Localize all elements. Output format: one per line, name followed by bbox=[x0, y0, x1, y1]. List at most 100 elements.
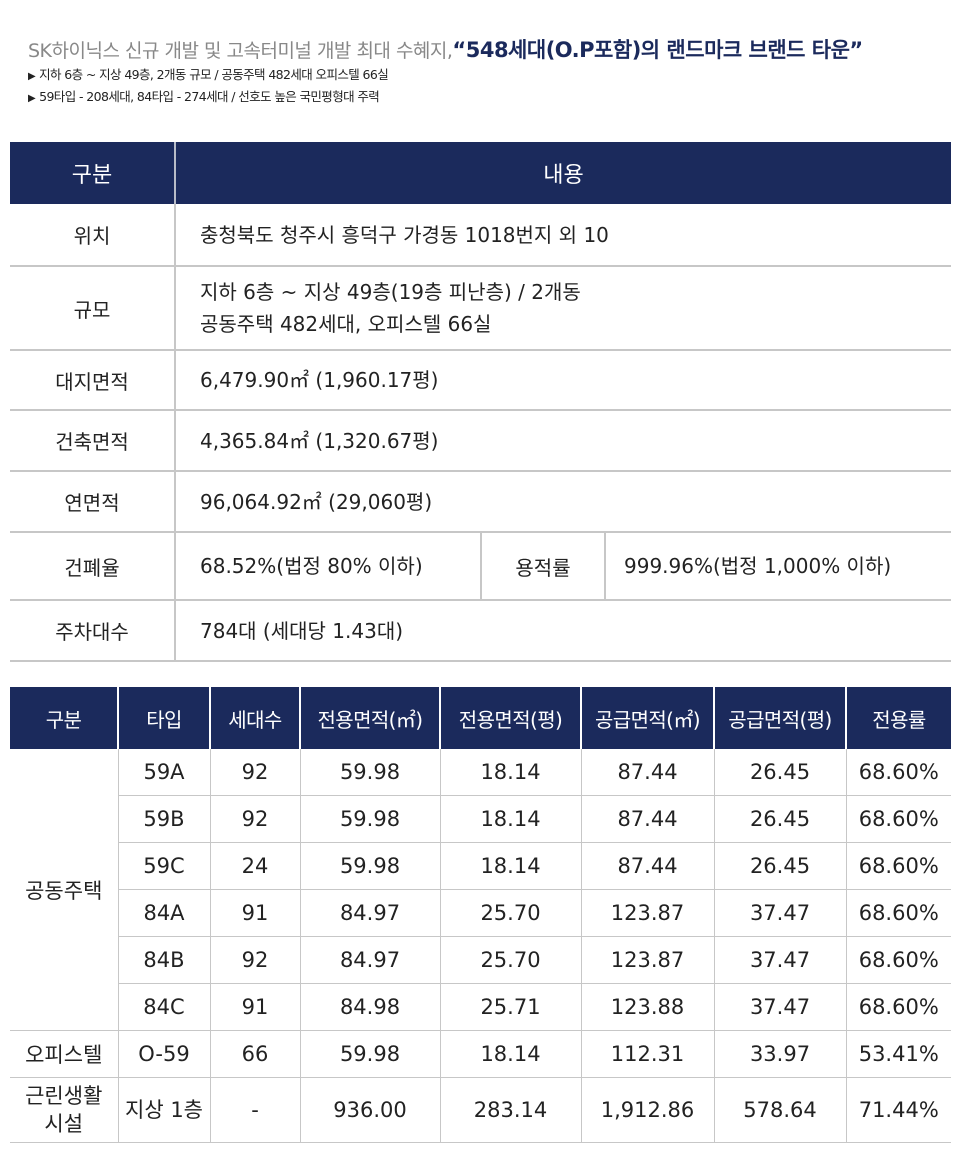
supply-m2-cell: 123.87 bbox=[580, 936, 714, 984]
row-value: 784대 (세대당 1.43대) bbox=[175, 600, 952, 662]
exclusive-pyeong-cell: 25.71 bbox=[439, 983, 581, 1031]
row-value: 4,365.84㎡ (1,320.67평) bbox=[175, 410, 952, 472]
row-label-secondary: 용적률 bbox=[480, 532, 606, 601]
headline-title: “548세대(O.P포함)의 랜드마크 브랜드 타운” bbox=[452, 38, 863, 62]
row-label: 건축면적 bbox=[10, 410, 176, 472]
households-cell: 92 bbox=[209, 749, 300, 796]
ratio-cell: 68.60% bbox=[845, 842, 951, 890]
exclusive-pyeong-cell: 18.14 bbox=[439, 1030, 581, 1078]
type-cell: 84C bbox=[117, 983, 210, 1031]
supply-pyeong-cell: 37.47 bbox=[713, 889, 846, 937]
exclusive-m2-cell: 84.98 bbox=[299, 983, 440, 1031]
exclusive-m2-cell: 59.98 bbox=[299, 749, 440, 796]
overview-row-coverage: 건폐율 68.52%(법정 80% 이하) 용적률 999.96%(법정 1,0… bbox=[10, 532, 952, 601]
ratio-cell: 68.60% bbox=[845, 936, 951, 984]
supply-pyeong-cell: 26.45 bbox=[713, 795, 846, 843]
table-row: 근린생활 시설 지상 1층 - 936.00 283.14 1,912.86 5… bbox=[10, 1077, 951, 1143]
supply-m2-cell: 87.44 bbox=[580, 749, 714, 796]
supply-pyeong-cell: 37.47 bbox=[713, 983, 846, 1031]
type-cell: 84A bbox=[117, 889, 210, 937]
type-cell: 지상 1층 bbox=[117, 1077, 210, 1143]
exclusive-m2-cell: 84.97 bbox=[299, 889, 440, 937]
supply-pyeong-cell: 26.45 bbox=[713, 749, 846, 796]
unit-header-supply-pyeong: 공급면적(평) bbox=[713, 687, 846, 749]
overview-header-row: 구분 내용 bbox=[10, 142, 952, 204]
overview-row-scale: 규모 지하 6층 ~ 지상 49층(19층 피난층) / 2개동 공동주택 48… bbox=[10, 266, 952, 351]
households-cell: 92 bbox=[209, 795, 300, 843]
type-cell: 59C bbox=[117, 842, 210, 890]
row-label: 건폐율 bbox=[10, 532, 176, 601]
households-cell: 24 bbox=[209, 842, 300, 890]
row-value-secondary: 999.96%(법정 1,000% 이하) bbox=[605, 532, 952, 601]
supply-pyeong-cell: 578.64 bbox=[713, 1077, 846, 1143]
table-row: 59B 92 59.98 18.14 87.44 26.45 68.60% bbox=[10, 795, 951, 843]
row-value-line: 지하 6층 ~ 지상 49층(19층 피난층) / 2개동 bbox=[200, 280, 581, 304]
exclusive-pyeong-cell: 25.70 bbox=[439, 889, 581, 937]
unit-header-exclusive-pyeong: 전용면적(평) bbox=[439, 687, 581, 749]
overview-row-building-area: 건축면적 4,365.84㎡ (1,320.67평) bbox=[10, 410, 952, 472]
table-row: 84C 91 84.98 25.71 123.88 37.47 68.60% bbox=[10, 983, 951, 1031]
supply-m2-cell: 123.87 bbox=[580, 889, 714, 937]
exclusive-m2-cell: 84.97 bbox=[299, 936, 440, 984]
triangle-bullet-icon: ▶ bbox=[28, 93, 36, 104]
unit-header-row: 구분 타입 세대수 전용면적(㎡) 전용면적(평) 공급면적(㎡) 공급면적(평… bbox=[10, 687, 951, 749]
exclusive-m2-cell: 59.98 bbox=[299, 1030, 440, 1078]
supply-pyeong-cell: 26.45 bbox=[713, 842, 846, 890]
row-label: 주차대수 bbox=[10, 600, 176, 662]
row-label: 대지면적 bbox=[10, 350, 176, 411]
overview-header-category: 구분 bbox=[10, 142, 176, 204]
row-label: 연면적 bbox=[10, 471, 176, 533]
overview-table: 구분 내용 위치 충청북도 청주시 흥덕구 가경동 1018번지 외 10 규모… bbox=[10, 142, 952, 662]
row-value: 96,064.92㎡ (29,060평) bbox=[175, 471, 952, 533]
ratio-cell: 68.60% bbox=[845, 749, 951, 796]
ratio-cell: 68.60% bbox=[845, 795, 951, 843]
ratio-cell: 68.60% bbox=[845, 983, 951, 1031]
supply-m2-cell: 112.31 bbox=[580, 1030, 714, 1078]
overview-row-site-area: 대지면적 6,479.90㎡ (1,960.17평) bbox=[10, 350, 952, 411]
group-label-retail: 근린생활 시설 bbox=[10, 1077, 118, 1143]
group-label-line: 근린생활 bbox=[25, 1084, 103, 1108]
type-cell: 59B bbox=[117, 795, 210, 843]
supply-pyeong-cell: 33.97 bbox=[713, 1030, 846, 1078]
households-cell: - bbox=[209, 1077, 300, 1143]
page-header: SK하이닉스 신규 개발 및 고속터미널 개발 최대 수혜지,“548세대(O.… bbox=[28, 36, 950, 109]
supply-m2-cell: 87.44 bbox=[580, 795, 714, 843]
overview-row-total-floor-area: 연면적 96,064.92㎡ (29,060평) bbox=[10, 471, 952, 533]
group-label-line: 시설 bbox=[44, 1112, 84, 1136]
exclusive-pyeong-cell: 18.14 bbox=[439, 842, 581, 890]
ratio-cell: 53.41% bbox=[845, 1030, 951, 1078]
supply-m2-cell: 123.88 bbox=[580, 983, 714, 1031]
exclusive-m2-cell: 59.98 bbox=[299, 795, 440, 843]
unit-header-supply-m2: 공급면적(㎡) bbox=[580, 687, 714, 749]
unit-header-type: 타입 bbox=[117, 687, 210, 749]
exclusive-pyeong-cell: 18.14 bbox=[439, 795, 581, 843]
exclusive-pyeong-cell: 283.14 bbox=[439, 1077, 581, 1143]
row-value-line: 공동주택 482세대, 오피스텔 66실 bbox=[200, 312, 492, 336]
exclusive-m2-cell: 936.00 bbox=[299, 1077, 440, 1143]
row-label: 규모 bbox=[10, 266, 176, 351]
exclusive-pyeong-cell: 18.14 bbox=[439, 749, 581, 796]
group-label-apartment: 공동주택 bbox=[10, 749, 118, 1031]
row-label: 위치 bbox=[10, 204, 176, 267]
table-row: 84A 91 84.97 25.70 123.87 37.47 68.60% bbox=[10, 889, 951, 937]
bullet-text: 지하 6층 ~ 지상 49층, 2개동 규모 / 공동주택 482세대 오피스텔… bbox=[39, 67, 389, 82]
bullet-line-1: ▶ 지하 6층 ~ 지상 49층, 2개동 규모 / 공동주택 482세대 오피스… bbox=[28, 65, 950, 87]
households-cell: 92 bbox=[209, 936, 300, 984]
households-cell: 66 bbox=[209, 1030, 300, 1078]
bullet-text: 59타입 - 208세대, 84타입 - 274세대 / 선호도 높은 국민평형… bbox=[39, 89, 380, 104]
row-value: 6,479.90㎡ (1,960.17평) bbox=[175, 350, 952, 411]
supply-pyeong-cell: 37.47 bbox=[713, 936, 846, 984]
unit-header-exclusive-m2: 전용면적(㎡) bbox=[299, 687, 440, 749]
type-cell: 59A bbox=[117, 749, 210, 796]
unit-header-category: 구분 bbox=[10, 687, 118, 749]
row-value: 지하 6층 ~ 지상 49층(19층 피난층) / 2개동 공동주택 482세대… bbox=[175, 266, 952, 351]
supply-m2-cell: 1,912.86 bbox=[580, 1077, 714, 1143]
overview-row-parking: 주차대수 784대 (세대당 1.43대) bbox=[10, 600, 952, 662]
headline-lead: SK하이닉스 신규 개발 및 고속터미널 개발 최대 수혜지, bbox=[28, 40, 453, 62]
table-row: 59C 24 59.98 18.14 87.44 26.45 68.60% bbox=[10, 842, 951, 890]
households-cell: 91 bbox=[209, 983, 300, 1031]
exclusive-m2-cell: 59.98 bbox=[299, 842, 440, 890]
households-cell: 91 bbox=[209, 889, 300, 937]
unit-type-table: 구분 타입 세대수 전용면적(㎡) 전용면적(평) 공급면적(㎡) 공급면적(평… bbox=[10, 687, 951, 1143]
bullet-line-2: ▶ 59타입 - 208세대, 84타입 - 274세대 / 선호도 높은 국민평… bbox=[28, 87, 950, 109]
